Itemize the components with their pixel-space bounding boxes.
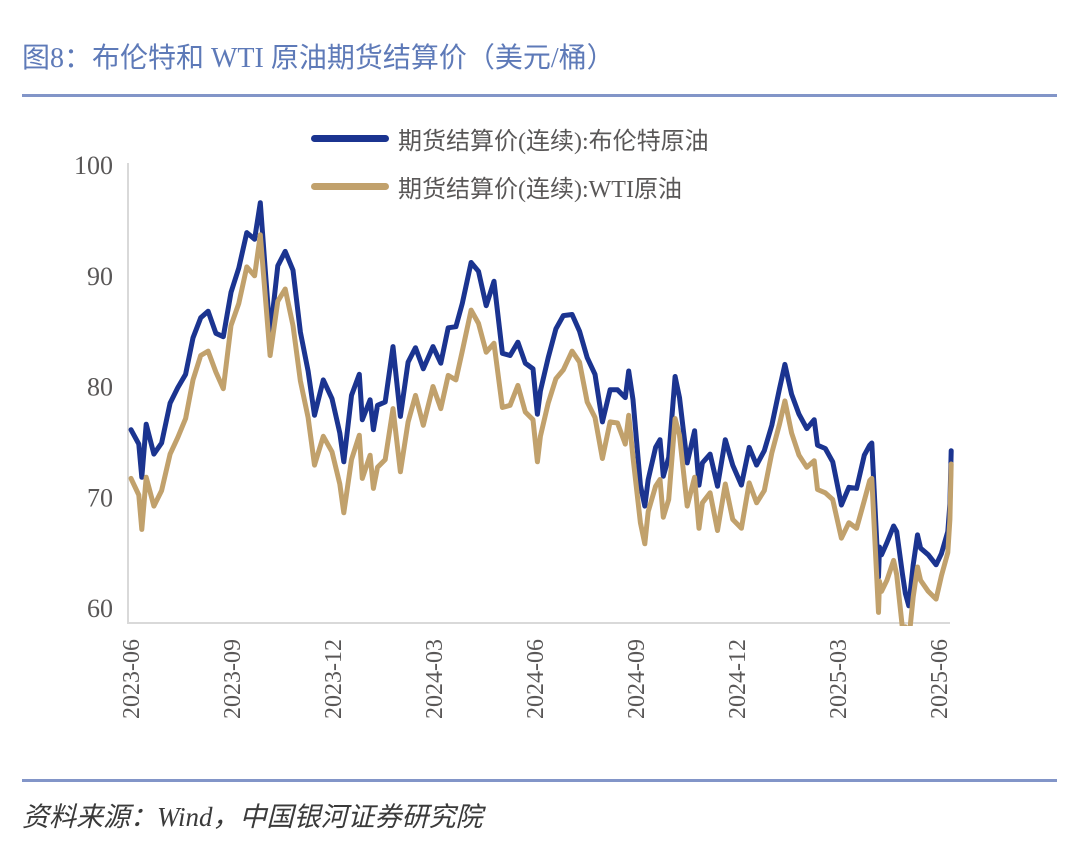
figure-title: 图8：布伦特和 WTI 原油期货结算价（美元/桶） (22, 43, 615, 74)
chart-legend: 期货结算价(连续):布伦特原油 期货结算价(连续):WTI原油 (311, 122, 709, 218)
legend-item-brent: 期货结算价(连续):布伦特原油 (311, 122, 709, 155)
x-axis-label: 2025-03 (826, 639, 852, 719)
source-note: 资料来源：Wind，中国银河证券研究院 (22, 802, 483, 832)
x-axis-label: 2023-09 (220, 639, 246, 719)
chart-series (128, 200, 954, 626)
y-axis-label: 60 (87, 594, 113, 623)
legend-label-wti: 期货结算价(连续):WTI原油 (398, 176, 682, 203)
legend-item-wti: 期货结算价(连续):WTI原油 (311, 170, 709, 203)
brent-series-line (128, 200, 954, 609)
wti-series-line (128, 232, 954, 626)
line-chart: 60 70 80 90 100 2023-06 2023-09 2023-12 2024-03 2… (74, 151, 954, 719)
wti-line-swatch (311, 182, 389, 190)
axis-frame (127, 163, 950, 624)
x-axis-label: 2024-12 (725, 639, 751, 719)
y-axis-label: 70 (87, 483, 113, 512)
x-axis-label: 2023-06 (119, 639, 145, 719)
x-axis-label: 2025-06 (927, 639, 953, 719)
x-axis-label: 2024-06 (523, 639, 549, 719)
chart-tick-labels: 60 70 80 90 100 2023-06 2023-09 2023-12 2024-03 2… (74, 151, 953, 719)
chart-axes (127, 163, 950, 624)
x-axis-label: 2024-09 (624, 639, 650, 719)
x-axis-label: 2024-03 (422, 639, 448, 719)
y-axis-label: 90 (87, 262, 113, 291)
title-rule (22, 94, 1057, 97)
footer-rule (22, 779, 1057, 782)
y-axis-label: 80 (87, 373, 113, 402)
brent-line-swatch (311, 134, 389, 142)
x-axis-label: 2023-12 (321, 639, 347, 719)
y-axis-label: 100 (74, 151, 113, 180)
legend-label-brent: 期货结算价(连续):布伦特原油 (398, 128, 709, 155)
